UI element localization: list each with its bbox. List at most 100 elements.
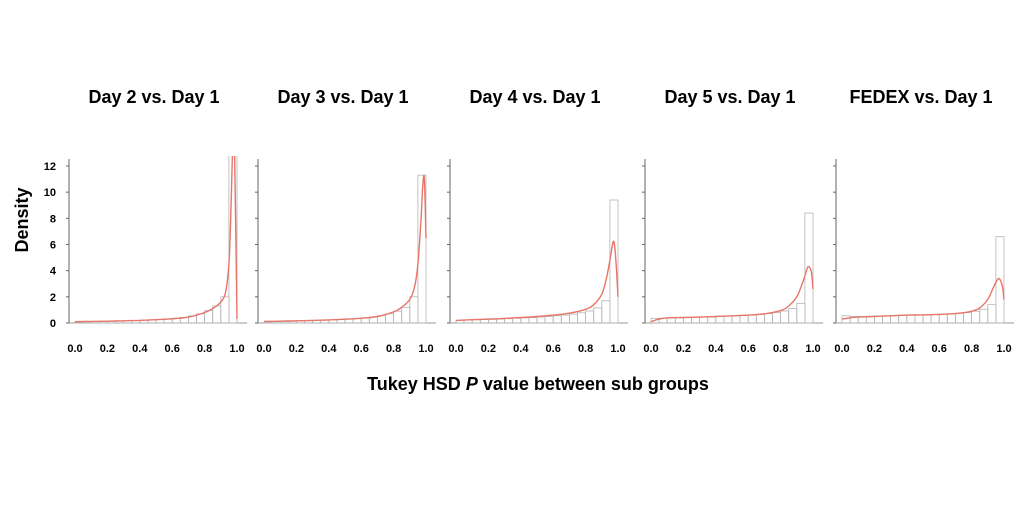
panel-3: Day 4 vs. Day 1 0.0 0.2 0.4 0.6 0.8 1.0: [447, 87, 628, 355]
x-tick-label: 0.6: [546, 343, 561, 355]
panel-title: Day 4 vs. Day 1: [469, 87, 600, 107]
histogram-bar: [946, 313, 956, 324]
x-tick-label: 0.4: [513, 343, 529, 355]
density-curve: [455, 240, 619, 322]
histogram-bar: [263, 321, 273, 324]
histogram: [841, 236, 1005, 324]
histogram-bar: [577, 312, 587, 324]
histogram-bar: [536, 316, 546, 324]
x-tick-label: 0.2: [289, 343, 304, 355]
histogram-bar: [890, 315, 900, 324]
panel-title: Day 2 vs. Day 1: [88, 87, 219, 107]
histogram: [650, 212, 814, 324]
x-tick-label: 0.4: [899, 343, 915, 355]
histogram-bar: [593, 307, 603, 324]
x-tick-label: 0.6: [165, 343, 180, 355]
x-tick-label: 1.0: [805, 343, 820, 355]
histogram-bar: [528, 317, 538, 324]
histogram-bar: [755, 313, 765, 324]
histogram-bar: [739, 315, 749, 324]
x-tick-label: 0.8: [197, 343, 212, 355]
panel-2: Day 3 vs. Day 1 0.0 0.2 0.4 0.6 0.8 1.0: [255, 87, 436, 355]
histogram-bar: [585, 310, 595, 324]
histogram-bar: [496, 318, 506, 324]
x-tick-label: 0.8: [964, 343, 979, 355]
x-tick-label: 0.8: [578, 343, 593, 355]
x-tick-label: 0.4: [708, 343, 724, 355]
histogram-bar: [417, 174, 427, 324]
x-tick-label: 0.8: [386, 343, 401, 355]
x-tick-label: 0.2: [867, 343, 882, 355]
x-axis-label-part: Tukey HSD: [367, 374, 466, 394]
histogram-bar: [938, 313, 948, 324]
histogram-bar: [898, 315, 908, 324]
histogram-bar: [699, 316, 709, 324]
histogram-bar: [479, 319, 489, 324]
histogram: [455, 199, 619, 324]
x-tick-label: 0.0: [256, 343, 271, 355]
histogram-bar: [683, 317, 692, 324]
y-tick-label: 12: [44, 161, 56, 173]
histogram-bar: [788, 308, 798, 324]
panel-title: FEDEX vs. Day 1: [849, 87, 992, 107]
x-axis-label-part: value between sub groups: [478, 374, 709, 394]
y-tick-label: 4: [50, 266, 57, 278]
histogram-bar: [723, 315, 733, 324]
histogram-bar: [674, 317, 684, 324]
histogram-bar: [385, 313, 395, 324]
histogram: [263, 174, 427, 324]
x-tick-label: 1.0: [418, 343, 433, 355]
x-axis-label: Tukey HSD P value between sub groups: [367, 374, 709, 394]
density-curve: [74, 156, 238, 323]
histogram-bar: [914, 314, 924, 324]
x-tick-label: 1.0: [610, 343, 625, 355]
x-tick-label: 0.0: [67, 343, 82, 355]
histogram-bar: [963, 312, 973, 324]
histogram-bar: [882, 315, 892, 324]
histogram-bar: [715, 316, 725, 324]
x-tick-label: 0.6: [932, 343, 947, 355]
histogram-bar: [487, 318, 497, 324]
panel-title: Day 3 vs. Day 1: [277, 87, 408, 107]
histogram-bar: [955, 312, 964, 324]
panel-title: Day 5 vs. Day 1: [664, 87, 795, 107]
histogram-bar: [804, 212, 814, 324]
x-tick-label: 0.8: [773, 343, 788, 355]
histogram-bar: [393, 310, 403, 324]
x-tick-label: 1.0: [229, 343, 244, 355]
density-curve: [263, 174, 427, 323]
x-tick-label: 0.2: [676, 343, 691, 355]
panel-1: Day 2 vs. Day 1 0.0 0.2 0.4 0.6 0.8 1.0 0 2 4 6 8 10…: [44, 87, 247, 355]
histogram-bar: [544, 316, 554, 324]
density-curve: [650, 265, 814, 323]
x-tick-label: 0.4: [321, 343, 337, 355]
histogram-bar: [601, 300, 611, 324]
y-tick-label: 10: [44, 187, 56, 199]
x-axis-label-italic: P: [466, 374, 479, 394]
panel-4: Day 5 vs. Day 1 0.0 0.2 0.4 0.6 0.8 1.0: [642, 87, 823, 355]
histogram-bar: [971, 310, 981, 324]
x-tick-label: 1.0: [996, 343, 1011, 355]
histogram-bar: [409, 296, 419, 324]
x-tick-label: 0.4: [132, 343, 148, 355]
x-tick-label: 0.0: [448, 343, 463, 355]
histogram-bar: [520, 317, 530, 324]
histogram-bar: [979, 308, 989, 324]
histogram-bar: [569, 313, 578, 324]
x-tick-label: 0.6: [354, 343, 369, 355]
histogram-bar: [987, 304, 997, 324]
y-tick-label: 0: [50, 318, 56, 330]
histogram-bar: [906, 314, 916, 324]
x-tick-label: 0.2: [481, 343, 496, 355]
x-tick-label: 0.0: [643, 343, 658, 355]
x-tick-label: 0.6: [741, 343, 756, 355]
histogram-bar: [401, 306, 411, 324]
x-tick-label: 0.0: [834, 343, 849, 355]
histogram-bar: [666, 317, 676, 324]
histogram-bar: [747, 314, 757, 324]
histogram-bar: [796, 302, 806, 324]
histogram-bar: [930, 313, 940, 324]
histogram-bar: [922, 314, 932, 324]
